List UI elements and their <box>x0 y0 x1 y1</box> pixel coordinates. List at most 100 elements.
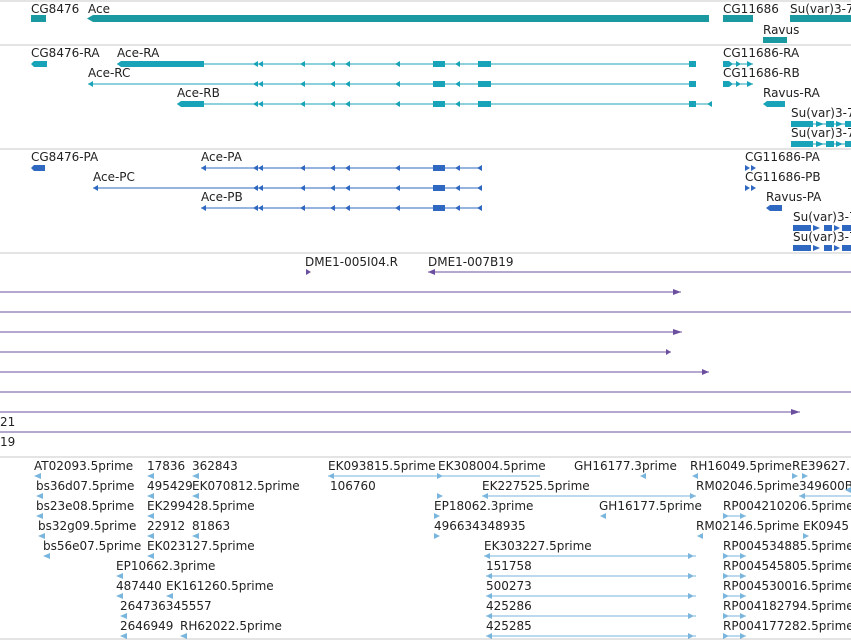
est-label[interactable]: 2646949 <box>120 619 173 633</box>
protein-exons[interactable] <box>201 205 482 211</box>
est-label[interactable]: RP004177282.5prime <box>723 619 851 633</box>
est-features[interactable] <box>36 513 746 519</box>
est-label[interactable]: RM02046.5prime <box>696 479 799 493</box>
protein-label[interactable]: Ace-PA <box>201 150 243 164</box>
transcript-label[interactable]: Su(var)3-7 <box>791 106 851 120</box>
gene-feature[interactable] <box>87 15 709 22</box>
transcript-feature[interactable] <box>88 81 93 87</box>
transcript-label[interactable]: Ace-RC <box>88 66 130 80</box>
est-label[interactable]: EP18062.3prime <box>434 499 533 513</box>
transcript-label[interactable]: Ace-RB <box>177 86 220 100</box>
transcript-feature[interactable] <box>31 61 47 67</box>
transcript-label[interactable]: CG11686-RB <box>723 66 800 80</box>
est-label[interactable]: EK093815.5prime <box>328 459 436 473</box>
gene-label[interactable]: Ace <box>88 2 110 16</box>
est-features[interactable] <box>38 533 809 539</box>
protein-exons[interactable] <box>745 165 782 211</box>
est-label[interactable]: RP004182794.5prime <box>723 599 851 613</box>
est-label[interactable]: bs56e07.5prime <box>43 539 141 553</box>
est-label[interactable]: RP004534885.5prime <box>723 539 851 553</box>
protein-label[interactable]: Su(var)3-7 <box>793 230 851 244</box>
est-label[interactable]: AT02093.5prime <box>34 459 133 473</box>
est-label[interactable]: RP004545805.5prime <box>723 559 851 573</box>
est-label[interactable]: 496634348935 <box>434 519 526 533</box>
protein-label[interactable]: Su(var)3-7 <box>793 210 851 224</box>
est-label[interactable]: EK161260.5prime <box>166 579 274 593</box>
est-label[interactable]: 81863 <box>192 519 230 533</box>
transcript-label[interactable]: Su(var)3-7 <box>791 126 851 140</box>
est-label[interactable]: RE39627. <box>792 459 850 473</box>
marker-label[interactable]: DME1-005I04.R <box>305 255 398 269</box>
marker-label[interactable]: DME1-007B19 <box>428 255 514 269</box>
protein-label[interactable]: Ravus-PA <box>766 190 822 204</box>
protein-exons[interactable] <box>93 185 482 191</box>
est-label[interactable]: 425286 <box>486 599 532 613</box>
est-label[interactable]: 487440 <box>116 579 162 593</box>
protein-label[interactable]: Ace-PC <box>93 170 135 184</box>
est-label[interactable]: EK299428.5prime <box>147 499 255 513</box>
transcript-feature[interactable] <box>177 101 204 107</box>
gene-feature[interactable] <box>723 15 753 22</box>
est-label[interactable]: bs36d07.5prime <box>36 479 134 493</box>
marker-track: DME1-005I04.R DME1-007B19 21 19 <box>0 255 851 449</box>
est-label[interactable]: EK070812.5prime <box>192 479 300 493</box>
est-label[interactable]: EK303227.5prime <box>484 539 592 553</box>
gene-label[interactable]: Ravus <box>763 23 799 37</box>
protein-label[interactable]: CG8476-PA <box>31 150 99 164</box>
est-label[interactable]: RM02146.5prime <box>696 519 799 533</box>
transcript-label[interactable]: Ravus-RA <box>763 86 821 100</box>
transcript-feature[interactable] <box>763 101 785 107</box>
est-label[interactable]: EK023127.5prime <box>147 539 255 553</box>
est-label[interactable]: RH62022.5prime <box>180 619 282 633</box>
transcript-exons[interactable] <box>723 81 753 87</box>
marker-label[interactable]: 21 <box>0 415 15 429</box>
protein-label[interactable]: Ace-PB <box>201 190 243 204</box>
protein-exons[interactable] <box>201 165 482 171</box>
gene-label[interactable]: CG11686 <box>723 2 779 16</box>
est-label[interactable]: RP004210206.5prime <box>723 499 851 513</box>
est-label[interactable]: 362843 <box>192 459 238 473</box>
transcript-label[interactable]: Ace-RA <box>117 46 160 60</box>
est-label[interactable]: 106760 <box>330 479 376 493</box>
protein-label[interactable]: CG11686-PB <box>745 170 821 184</box>
est-label[interactable]: 495429 <box>147 479 193 493</box>
est-label[interactable]: 151758 <box>486 559 532 573</box>
transcript-label[interactable]: CG11686-RA <box>723 46 800 60</box>
est-label[interactable]: RH16049.5prime <box>690 459 792 473</box>
est-label[interactable]: bs23e08.5prime <box>36 499 134 513</box>
transcript-label[interactable]: CG8476-RA <box>31 46 100 60</box>
est-label[interactable]: EK308004.5prime <box>438 459 546 473</box>
est-label[interactable]: EK0945 <box>803 519 849 533</box>
transcript-exons[interactable] <box>723 61 753 67</box>
est-label[interactable]: 349600B <box>799 479 851 493</box>
est-label[interactable]: GH16177.3prime <box>574 459 677 473</box>
est-label[interactable]: 264736345557 <box>120 599 212 613</box>
transcript-exons[interactable] <box>253 101 712 107</box>
est-label[interactable]: 17836 <box>147 459 185 473</box>
gene-feature[interactable] <box>31 15 46 22</box>
est-label[interactable]: GH16177.5prime <box>599 499 702 513</box>
gene-label[interactable]: CG8476 <box>31 2 79 16</box>
transcript-feature[interactable] <box>117 61 204 67</box>
est-features[interactable] <box>36 487 851 499</box>
est-label[interactable]: bs32g09.5prime <box>38 519 136 533</box>
marker-label[interactable]: 19 <box>0 435 15 449</box>
est-label[interactable]: EK227525.5prime <box>482 479 590 493</box>
gene-label[interactable]: Su(var)3-7 <box>790 2 851 16</box>
est-label[interactable]: 425285 <box>486 619 532 633</box>
transcript-exons[interactable] <box>253 61 696 67</box>
transcript-exons[interactable] <box>253 81 696 87</box>
est-label[interactable]: EP10662.3prime <box>116 559 215 573</box>
est-label[interactable]: RP004530016.5prime <box>723 579 851 593</box>
marker-feature[interactable] <box>306 269 311 275</box>
gene-track: CG8476 Ace CG11686 Su(var)3-7 Ravus <box>31 2 851 43</box>
gene-feature[interactable] <box>763 37 787 43</box>
est-label[interactable]: 22912 <box>147 519 185 533</box>
protein-track: CG8476-PA Ace-PA Ace-PC Ace-PB CG11686-P… <box>31 150 851 251</box>
gene-feature[interactable] <box>790 15 851 22</box>
protein-feature[interactable] <box>31 165 45 171</box>
protein-label[interactable]: CG11686-PA <box>745 150 821 164</box>
est-label[interactable]: 500273 <box>486 579 532 593</box>
protein-exons[interactable] <box>793 225 851 251</box>
